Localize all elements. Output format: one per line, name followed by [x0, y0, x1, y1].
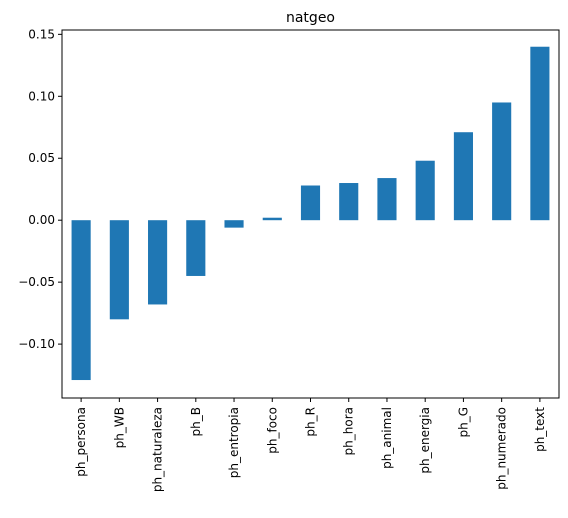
x-tick-label-ph_B: ph_B: [189, 407, 203, 436]
bar-ph_G: [453, 132, 473, 221]
y-tick-label: 0.00: [28, 213, 55, 227]
bar-ph_energia: [415, 160, 435, 221]
x-tick-label-ph_hora: ph_hora: [342, 407, 356, 455]
x-tick-label-ph_G: ph_G: [456, 407, 470, 438]
x-tick-label-ph_numerado: ph_numerado: [495, 407, 509, 490]
x-tick-label-ph_foco: ph_foco: [265, 407, 279, 454]
x-tick-label-ph_naturaleza: ph_naturaleza: [151, 407, 165, 492]
x-tick-label-ph_entropia: ph_entropia: [227, 407, 241, 478]
bar-ph_text: [530, 46, 550, 221]
y-tick-label: 0.10: [28, 89, 55, 103]
bar-ph_entropia: [224, 220, 244, 228]
y-axis: 0.15 0.10 0.05 0.00 −0.05 −0.10: [18, 27, 62, 351]
bar-ph_naturaleza: [148, 220, 168, 305]
y-tick-label: 0.15: [28, 27, 55, 41]
y-tick-label: −0.05: [18, 275, 55, 289]
x-tick-label-ph_text: ph_text: [533, 407, 547, 452]
x-tick-label-ph_WB: ph_WB: [112, 407, 126, 448]
bar-ph_R: [300, 185, 321, 221]
y-tick-label: −0.10: [18, 337, 55, 351]
bar-ph_WB: [109, 220, 129, 320]
bar-ph_foco: [262, 217, 282, 221]
bar-ph_persona: [71, 220, 91, 381]
plot-frame: [61, 29, 560, 399]
x-axis: ph_persona ph_WB ph_naturaleza ph_B ph_entro…: [74, 398, 547, 492]
bar-ph_B: [186, 220, 206, 276]
chart-title: natgeo: [286, 10, 335, 26]
x-tick-label-ph_persona: ph_persona: [74, 407, 88, 477]
x-tick-label-ph_energia: ph_energia: [418, 407, 432, 474]
bar-ph_animal: [377, 178, 397, 221]
y-tick-label: 0.05: [28, 151, 55, 165]
bar-ph_hora: [339, 183, 359, 221]
x-tick-label-ph_animal: ph_animal: [380, 407, 394, 469]
bar-ph_numerado: [492, 102, 512, 221]
x-tick-label-ph_R: ph_R: [304, 407, 318, 437]
bars-group: [71, 46, 550, 381]
